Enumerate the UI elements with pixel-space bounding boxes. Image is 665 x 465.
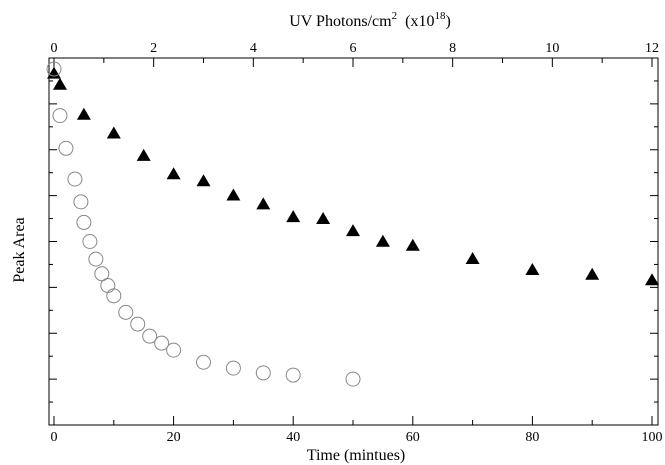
triangle-data-point bbox=[196, 174, 211, 187]
open-circle-data-point bbox=[106, 288, 122, 304]
open-circle-data-point bbox=[58, 140, 74, 156]
triangle-data-point bbox=[585, 267, 600, 280]
triangle-data-point bbox=[166, 167, 181, 180]
y-axis-label: Peak Area bbox=[11, 217, 28, 282]
open-circle-data-point bbox=[130, 316, 146, 332]
plot-frame bbox=[48, 57, 659, 426]
triangle-data-point bbox=[47, 66, 61, 79]
axis-tick-labels: 0 20 40 60 80 100 0 2 4 6 8 10 12 bbox=[51, 41, 663, 445]
triangle-data-point bbox=[76, 107, 91, 120]
bottom-axis-tick-label: 60 bbox=[406, 430, 420, 445]
top-axis-tick-label: 4 bbox=[250, 41, 257, 56]
triangle-data-point bbox=[52, 77, 67, 90]
axis-ticks bbox=[49, 58, 658, 425]
top-axis-tick-label: 2 bbox=[150, 41, 157, 56]
top-axis-tick-label: 0 bbox=[51, 41, 58, 56]
bottom-axis-tick-label: 40 bbox=[286, 430, 300, 445]
triangle-data-point bbox=[645, 273, 659, 286]
top-axis-tick-label: 10 bbox=[545, 41, 559, 56]
triangle-data-point bbox=[316, 212, 331, 225]
triangle-data-point bbox=[256, 197, 271, 210]
triangle-data-point bbox=[226, 188, 241, 201]
open-circle-data-point bbox=[196, 354, 211, 370]
triangle-data-point bbox=[465, 252, 480, 265]
open-circle-data-point bbox=[142, 328, 158, 344]
top-axis-tick-label: 12 bbox=[645, 41, 659, 56]
data-marks bbox=[46, 61, 659, 387]
open-circle-data-point bbox=[166, 342, 182, 358]
open-circle-data-point bbox=[285, 367, 301, 383]
top-axis-tick-label: 8 bbox=[449, 41, 456, 56]
bottom-axis-tick-label: 0 bbox=[51, 430, 58, 445]
triangle-data-point bbox=[286, 210, 301, 223]
open-circle-data-point bbox=[46, 61, 62, 77]
bottom-axis-tick-label: 80 bbox=[525, 430, 539, 445]
triangle-data-point bbox=[346, 224, 360, 237]
open-circle-data-point bbox=[225, 360, 241, 376]
top-axis-label: UV Photons/cm2 (x1018) bbox=[289, 10, 451, 30]
open-circle-data-point bbox=[100, 278, 116, 294]
bottom-axis-tick-label: 100 bbox=[642, 430, 663, 445]
open-circle-data-point bbox=[82, 234, 98, 249]
open-circle-data-point bbox=[52, 108, 68, 124]
open-circle-data-point bbox=[88, 251, 104, 267]
open-circle-data-point bbox=[154, 335, 170, 351]
open-circle-data-point bbox=[255, 365, 271, 381]
triangle-data-point bbox=[525, 263, 540, 276]
open-circle-data-point bbox=[345, 371, 361, 387]
open-circle-data-point bbox=[118, 304, 134, 320]
triangle-data-point bbox=[375, 234, 390, 247]
open-circle-data-point bbox=[67, 171, 83, 187]
x-axis-label: Time (mintues) bbox=[307, 447, 406, 464]
open-circle-data-point bbox=[76, 214, 92, 230]
triangle-data-point bbox=[136, 148, 151, 161]
open-circle-data-point bbox=[73, 194, 89, 210]
open-circle-data-point bbox=[94, 266, 110, 282]
triangle-data-point bbox=[106, 126, 121, 139]
triangle-data-point bbox=[405, 238, 420, 251]
top-axis-tick-label: 6 bbox=[350, 41, 357, 56]
bottom-axis-tick-label: 20 bbox=[167, 430, 181, 445]
